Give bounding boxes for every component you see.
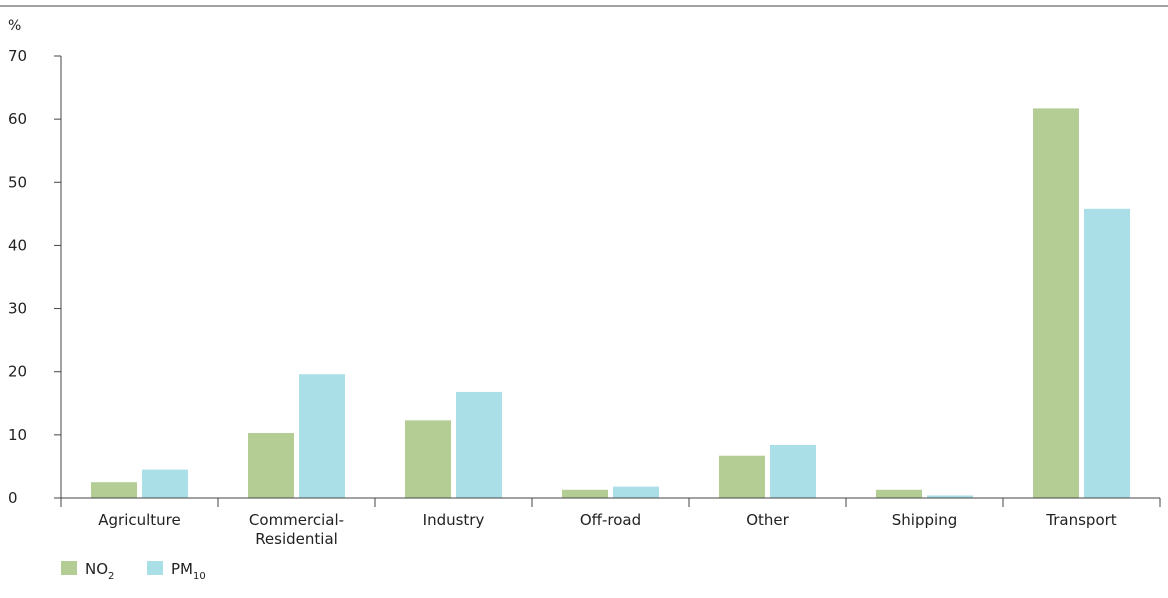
bar-pm — [299, 374, 345, 498]
x-category-label: Agriculture — [98, 511, 181, 529]
legend-swatch — [61, 561, 77, 575]
x-category-label: Transport — [1045, 511, 1117, 529]
y-tick-label: 70 — [8, 47, 27, 65]
y-tick-label: 60 — [8, 110, 27, 128]
bar-no — [719, 455, 765, 498]
bar-pm — [613, 486, 659, 498]
x-category-label: Commercial- — [249, 511, 344, 529]
y-tick-label: 0 — [8, 489, 18, 507]
x-category-label: Residential — [255, 530, 338, 548]
bar-no — [405, 420, 451, 498]
y-tick-label: 30 — [8, 300, 27, 318]
bar-no — [91, 482, 137, 498]
legend-swatch — [147, 561, 163, 575]
bar-no — [562, 489, 608, 498]
y-tick-label: 20 — [8, 363, 27, 381]
legend-label: PM10 — [171, 560, 206, 582]
bar-no — [876, 489, 922, 498]
bar-no — [1033, 108, 1079, 498]
x-category-label: Shipping — [892, 511, 957, 529]
y-axis-unit-label: % — [8, 18, 21, 34]
bar-pm — [927, 495, 973, 498]
y-tick-label: 10 — [8, 426, 27, 444]
legend-label: NO2 — [85, 560, 114, 582]
y-tick-label: 40 — [8, 236, 27, 254]
legend: NO2 PM10 — [61, 560, 206, 582]
bar-pm — [456, 391, 502, 498]
x-category-label: Industry — [423, 511, 485, 529]
x-axis: Agriculture Commercial-Residential Industr… — [54, 497, 1161, 548]
y-tick-label: 50 — [8, 173, 27, 191]
bar-pm — [1084, 208, 1130, 498]
bars — [91, 108, 1130, 498]
bar-pm — [770, 444, 816, 498]
x-category-label: Off-road — [580, 511, 641, 529]
bar-no — [248, 432, 294, 498]
bar-pm — [142, 469, 188, 498]
x-category-label: Other — [746, 511, 789, 529]
y-axis: 0 10 20 30 40 50 60 70 — [8, 47, 62, 507]
